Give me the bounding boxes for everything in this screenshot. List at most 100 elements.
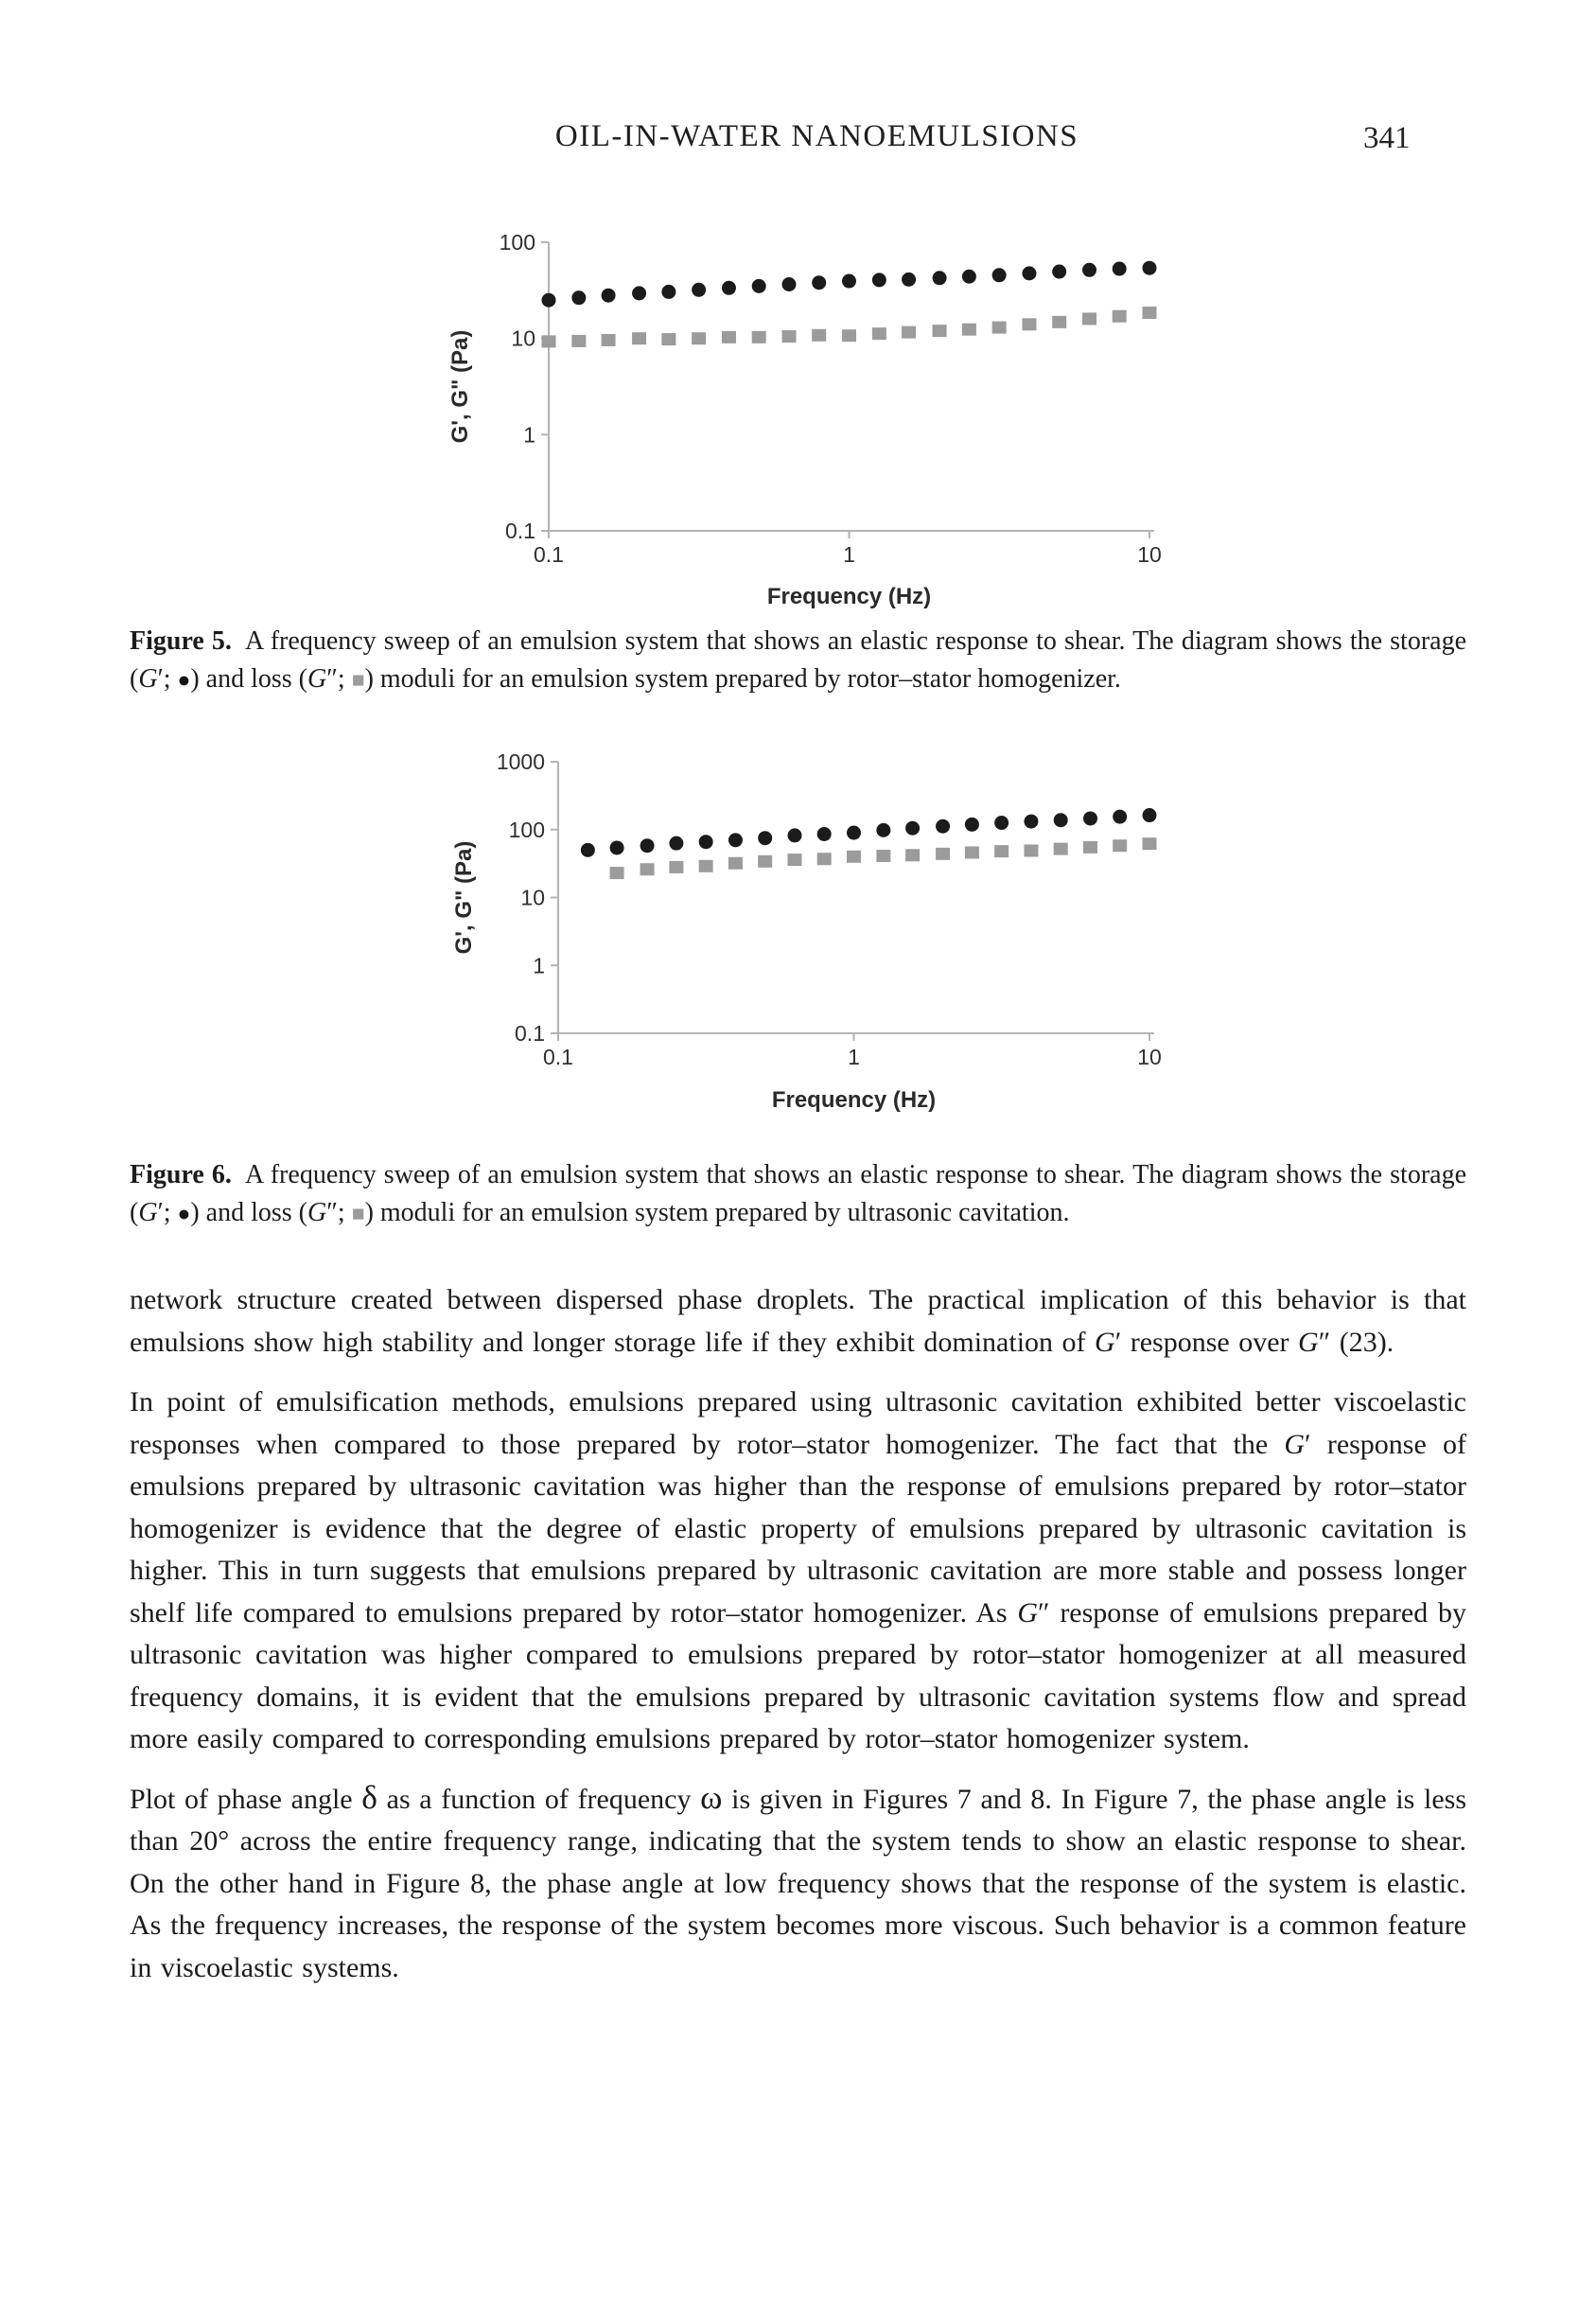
loss-data-point: [632, 332, 647, 345]
storage-data-point: [1024, 814, 1039, 829]
math-symbol: G: [138, 1198, 158, 1227]
storage-data-point: [758, 831, 773, 846]
loss-data-point: [571, 334, 587, 347]
loss-data-point: [847, 850, 861, 863]
chart-svg: 0.1 1 10 100 0.1 1 10 Frequency (Hz) G', G" (Pa): [447, 230, 1162, 609]
y-tick-label: 0.1: [505, 519, 535, 543]
loss-data-point: [1082, 312, 1097, 326]
page-title: OIL-IN-WATER NANOEMULSIONS: [554, 119, 1079, 153]
body-paragraph: In point of emulsification methods, emul…: [130, 1386, 1466, 1754]
loss-data-point: [816, 853, 832, 866]
x-tick-label: 10: [1137, 542, 1162, 567]
storage-data-point: [609, 840, 624, 855]
y-tick-label: 1000: [497, 749, 545, 774]
loss-data-point: [728, 856, 743, 870]
body-paragraph: network structure created between disper…: [130, 1284, 1466, 1358]
storage-marker-icon: ●: [177, 668, 191, 692]
math-symbol: G: [307, 664, 327, 694]
storage-series: [541, 260, 1157, 308]
loss-data-point: [936, 847, 951, 860]
loss-data-point: [661, 333, 676, 346]
storage-data-point: [1083, 811, 1098, 826]
loss-data-point: [932, 325, 947, 338]
math-symbol: G: [1298, 1326, 1319, 1358]
x-tick-label: 1: [848, 1045, 860, 1069]
storage-data-point: [1022, 266, 1037, 281]
x-tick-label: 1: [843, 542, 855, 567]
math-symbol: G: [1095, 1326, 1115, 1358]
storage-data-point: [751, 278, 766, 293]
storage-marker-icon: ●: [177, 1202, 191, 1225]
y-axis-title: G', G" (Pa): [447, 330, 473, 444]
y-tick-label: 100: [500, 230, 535, 255]
storage-data-point: [787, 828, 802, 843]
y-tick-label: 0.1: [515, 1021, 545, 1046]
storage-data-point: [571, 290, 587, 306]
storage-data-point: [698, 835, 713, 850]
loss-data-point: [541, 335, 556, 348]
loss-data-point: [842, 329, 856, 343]
loss-data-point: [609, 867, 624, 880]
loss-data-point: [1053, 842, 1068, 855]
x-axis-title: Frequency (Hz): [767, 584, 931, 609]
math-symbol: G: [138, 664, 158, 694]
storage-data-point: [1052, 264, 1067, 279]
storage-data-point: [932, 271, 947, 286]
storage-data-point: [541, 292, 556, 308]
storage-data-point: [632, 286, 647, 301]
storage-data-point: [816, 826, 832, 841]
loss-data-point: [812, 328, 827, 342]
x-tick-label: 10: [1137, 1045, 1162, 1069]
storage-data-point: [1112, 261, 1127, 276]
loss-data-point: [669, 860, 684, 873]
page-number: 341: [1363, 121, 1411, 155]
x-axis-title: Frequency (Hz): [772, 1087, 936, 1113]
math-symbol: G: [307, 1198, 327, 1227]
y-tick-label: 10: [511, 326, 535, 351]
loss-marker-icon: ■: [351, 668, 365, 692]
loss-data-point: [1083, 840, 1098, 854]
y-tick-label: 10: [520, 886, 545, 910]
loss-data-point: [758, 854, 773, 868]
loss-data-point: [721, 330, 736, 343]
loss-data-point: [961, 323, 976, 336]
storage-data-point: [1113, 809, 1128, 824]
greek-symbol: δ: [361, 1777, 377, 1816]
storage-data-point: [1142, 260, 1157, 275]
storage-data-point: [812, 275, 827, 290]
loss-data-point: [751, 330, 766, 343]
storage-data-point: [580, 842, 595, 857]
loss-data-point: [640, 863, 655, 876]
loss-data-point: [1022, 318, 1037, 331]
storage-data-point: [964, 817, 979, 832]
storage-series: [580, 808, 1157, 857]
loss-series: [541, 307, 1157, 348]
loss-data-point: [692, 332, 707, 345]
loss-data-point: [905, 849, 921, 862]
loss-series: [609, 837, 1157, 880]
loss-data-point: [1052, 315, 1067, 328]
chart-svg: 0.1 1 10 100 1000 0.1 1 10 Frequency (Hz) G', G" …: [451, 749, 1162, 1113]
storage-data-point: [728, 833, 743, 848]
loss-data-point: [1112, 309, 1127, 323]
figure6-chart: 0.1 1 10 100 1000 0.1 1 10 Frequency (Hz) G', G" …: [426, 738, 1192, 1159]
storage-data-point: [640, 838, 655, 854]
greek-symbol: ω: [700, 1777, 723, 1816]
storage-data-point: [961, 269, 976, 284]
y-tick-label: 1: [533, 953, 545, 977]
storage-data-point: [781, 277, 797, 292]
body-paragraph: Plot of phase angle δ as a function of f…: [130, 1777, 1467, 1983]
body-text: network structure created between disper…: [130, 1279, 1466, 2007]
x-tick-label: 0.1: [534, 542, 564, 567]
storage-data-point: [721, 280, 736, 295]
storage-data-point: [601, 288, 616, 303]
storage-data-point: [994, 816, 1009, 831]
loss-data-point: [698, 859, 713, 872]
loss-data-point: [1142, 837, 1157, 851]
figure6-caption: Figure 6. A frequency sweep of an emulsi…: [130, 1160, 1466, 1227]
storage-data-point: [905, 820, 921, 836]
storage-data-point: [1142, 808, 1157, 823]
storage-data-point: [991, 268, 1007, 283]
storage-data-point: [692, 282, 707, 297]
storage-data-point: [871, 273, 886, 288]
